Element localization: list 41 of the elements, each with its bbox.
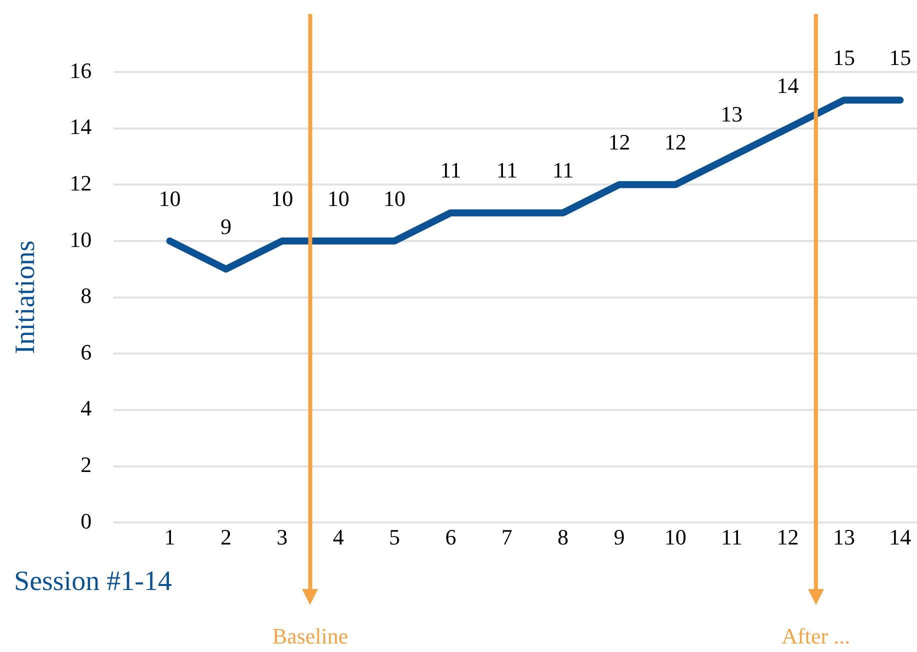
y-tick-label: 0 [80,508,92,534]
y-tick-label: 8 [80,283,92,308]
x-tick-label: 9 [614,524,625,550]
data-label: 9 [220,214,232,239]
data-label: 10 [327,186,350,211]
x-tick-label: 5 [389,524,400,550]
y-tick-label: 12 [70,170,92,196]
y-tick-label: 10 [70,226,92,252]
x-tick-label: 8 [558,524,569,550]
y-tick-label: 16 [70,58,92,83]
data-label: 15 [889,44,912,70]
data-label: 12 [608,129,630,154]
data-label: 10 [271,186,294,211]
y-tick-label: 6 [80,339,92,364]
y-tick-label: 2 [80,452,92,478]
ref-line-label: Baseline [272,623,348,648]
data-label: 11 [440,158,462,183]
data-label: 10 [158,186,181,211]
x-tick-label: 13 [832,524,855,550]
x-tick-label: 4 [332,524,344,550]
data-label: 13 [720,101,743,126]
x-tick-label: 10 [664,524,686,550]
x-tick-label: 6 [445,524,456,550]
data-label: 12 [664,129,686,154]
x-tick-label: 7 [501,524,512,550]
x-axis-title: Session #1-14 [14,566,172,597]
x-tick-label: 1 [164,524,176,550]
data-label: 14 [776,73,799,98]
data-label: 11 [496,158,518,183]
x-tick-label: 3 [276,524,288,550]
y-tick-label: 4 [80,396,92,421]
ref-line-label: After ... [782,623,850,648]
data-label: 15 [832,44,855,70]
x-tick-label: 11 [721,524,742,550]
x-tick-label: 2 [220,524,232,550]
x-tick-label: 12 [776,524,799,550]
x-tick-label: 14 [889,524,912,550]
data-label: 10 [384,186,406,211]
y-axis-title: Initiations [10,240,42,354]
y-tick-label: 14 [70,114,92,140]
data-label: 11 [552,158,574,183]
